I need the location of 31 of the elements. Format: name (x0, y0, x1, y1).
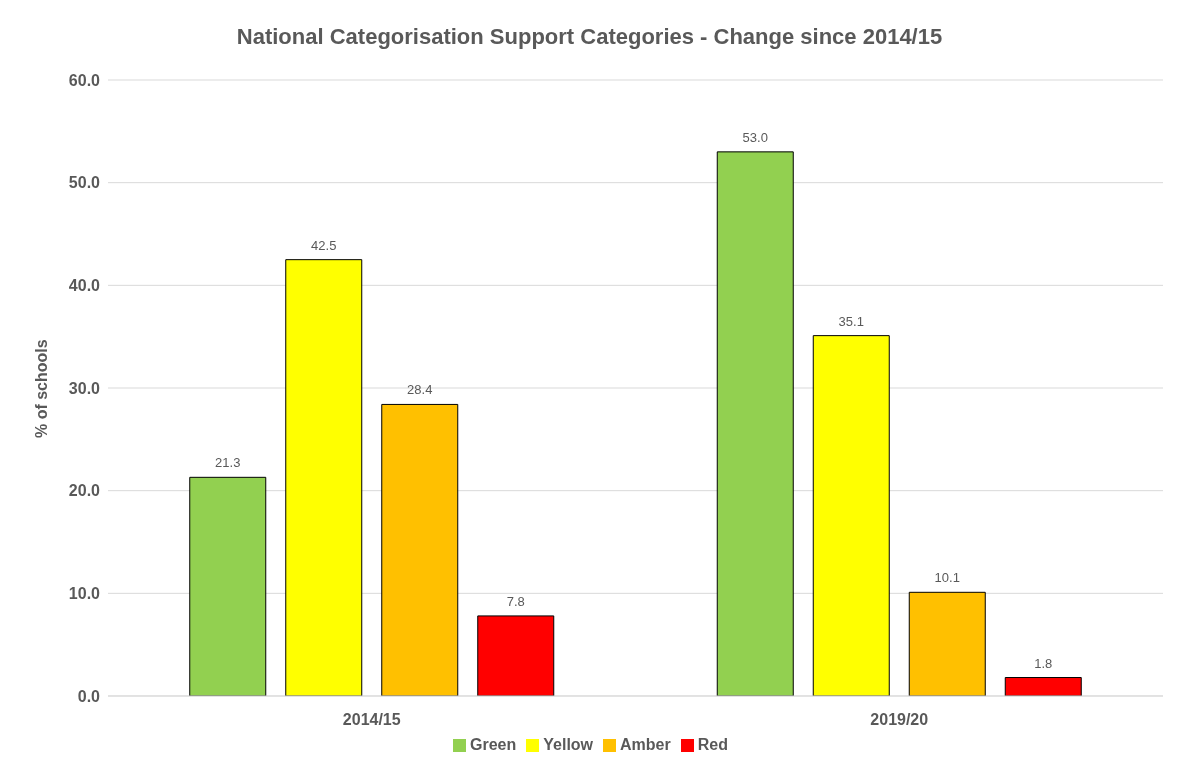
legend-label: Yellow (543, 736, 594, 753)
y-tick-label: 50.0 (68, 174, 101, 192)
y-tick-label: 30.0 (68, 379, 101, 397)
bar (189, 476, 267, 696)
data-label: 42.5 (311, 237, 337, 253)
y-tick-label: 0.0 (77, 687, 101, 705)
y-axis-title: % of schools (32, 339, 50, 438)
bar (908, 591, 986, 696)
legend-label: Amber (620, 736, 671, 753)
x-tick-label: 2014/15 (342, 711, 401, 729)
y-tick-label: 20.0 (68, 482, 101, 500)
bar (285, 259, 363, 696)
y-tick-label: 10.0 (68, 585, 101, 603)
data-label: 10.1 (934, 570, 960, 586)
x-tick-label: 2019/20 (870, 711, 929, 729)
chart-title: National Categorisation Support Categories - Change since 2014/15 (235, 23, 944, 51)
data-label: 53.0 (742, 129, 768, 145)
y-tick-label: 60.0 (68, 71, 101, 89)
data-label: 35.1 (838, 313, 864, 329)
bar (1004, 677, 1082, 696)
data-label: 28.4 (407, 382, 433, 398)
legend-label: Red (697, 736, 728, 753)
y-tick-label: 40.0 (68, 277, 101, 295)
data-label: 21.3 (215, 455, 241, 471)
bar (381, 403, 459, 696)
bar (477, 615, 555, 696)
bar (716, 151, 794, 696)
legend-label: Green (470, 736, 517, 753)
bar (812, 335, 890, 696)
data-label: 7.8 (506, 593, 525, 609)
data-label: 1.8 (1034, 655, 1053, 671)
